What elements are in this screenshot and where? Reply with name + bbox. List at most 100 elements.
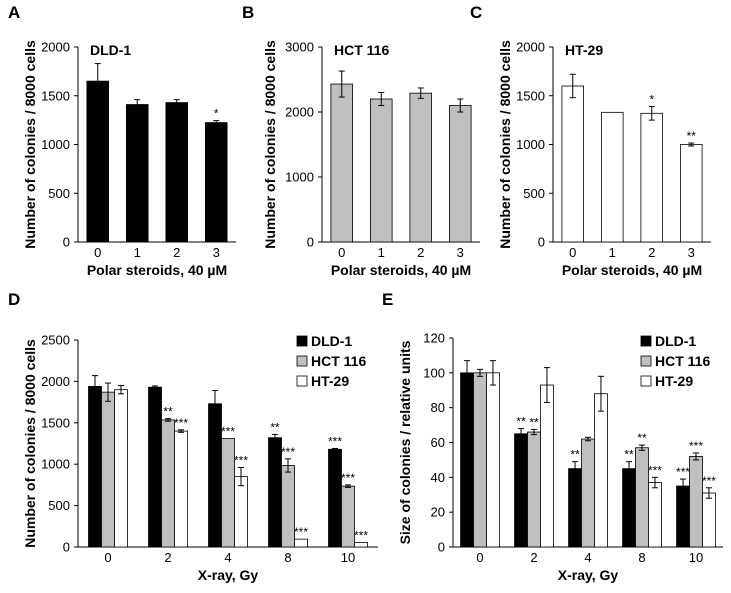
x-tick-label: 3 xyxy=(457,245,464,260)
bar xyxy=(208,403,222,548)
legend-swatch xyxy=(640,335,652,347)
legend-swatch xyxy=(296,355,308,367)
y-tick-label: 0 xyxy=(307,235,314,250)
x-tick-label: 10 xyxy=(689,550,703,565)
bar xyxy=(330,83,354,243)
panel-label: C xyxy=(470,3,482,22)
bar xyxy=(600,111,624,243)
bar xyxy=(448,105,472,243)
bar xyxy=(174,430,188,548)
y-tick-label: 60 xyxy=(431,435,445,450)
y-tick-label: 120 xyxy=(423,331,445,346)
significance-marker: *** xyxy=(676,465,690,479)
x-tick-label: 2 xyxy=(648,245,655,260)
x-tick-label: 4 xyxy=(584,550,591,565)
y-axis-title: Number of colonies / 8000 cells xyxy=(262,40,278,249)
panel-label: A xyxy=(8,3,20,22)
bar xyxy=(527,431,541,548)
y-tick-label: 0 xyxy=(538,235,545,250)
significance-marker: *** xyxy=(702,474,716,488)
significance-marker: ** xyxy=(637,431,647,445)
significance-marker: ** xyxy=(570,448,580,462)
legend-label: DLD-1 xyxy=(311,333,352,349)
significance-marker: ** xyxy=(687,129,697,143)
legend-swatch xyxy=(296,335,308,347)
bar xyxy=(294,538,308,548)
x-tick-label: 0 xyxy=(94,245,101,260)
legend-swatch xyxy=(640,355,652,367)
bar xyxy=(165,102,189,243)
significance-marker: *** xyxy=(221,425,235,439)
bar xyxy=(125,104,149,243)
bar xyxy=(268,437,282,548)
y-tick-label: 3000 xyxy=(285,40,314,55)
y-tick-label: 2000 xyxy=(41,374,70,389)
bar xyxy=(341,485,355,548)
bar xyxy=(409,92,433,243)
legend-label: HT-29 xyxy=(655,373,693,389)
cell-line-label: HT-29 xyxy=(565,42,603,58)
significance-marker: ** xyxy=(270,420,280,434)
significance-marker: ** xyxy=(163,405,173,419)
y-tick-label: 100 xyxy=(423,365,445,380)
significance-marker: ** xyxy=(529,415,539,429)
y-axis-title: Number of colonies / 8000 cells xyxy=(22,339,38,548)
y-tick-label: 1000 xyxy=(516,137,545,152)
y-tick-label: 0 xyxy=(63,540,70,555)
panel-label: B xyxy=(242,3,254,22)
bar xyxy=(369,98,393,243)
bar xyxy=(281,465,295,548)
bar xyxy=(328,448,342,548)
y-tick-label: 1000 xyxy=(41,137,70,152)
y-tick-label: 1500 xyxy=(41,88,70,103)
x-tick-label: 1 xyxy=(609,245,616,260)
significance-marker: ** xyxy=(624,448,634,462)
bar xyxy=(561,85,585,243)
bar xyxy=(648,482,662,548)
significance-marker: * xyxy=(649,92,654,106)
y-axis-title: Size of colonies / relative units xyxy=(397,340,413,544)
y-tick-label: 2500 xyxy=(41,333,70,348)
y-tick-label: 80 xyxy=(431,400,445,415)
bar xyxy=(354,542,368,548)
x-tick-label: 2 xyxy=(530,550,537,565)
x-tick-label: 8 xyxy=(284,550,291,565)
y-tick-label: 500 xyxy=(48,186,70,201)
x-tick-label: 1 xyxy=(378,245,385,260)
bar xyxy=(689,456,703,548)
bar xyxy=(86,80,110,243)
x-tick-label: 0 xyxy=(569,245,576,260)
y-tick-label: 1500 xyxy=(516,88,545,103)
x-axis-title: Polar steroids, 40 µM xyxy=(562,262,702,278)
bar xyxy=(486,372,500,548)
y-tick-label: 40 xyxy=(431,470,445,485)
bar xyxy=(101,391,115,548)
x-tick-label: 2 xyxy=(173,245,180,260)
y-tick-label: 0 xyxy=(438,540,445,555)
y-tick-label: 2000 xyxy=(285,105,314,120)
bar xyxy=(581,438,595,548)
x-tick-label: 3 xyxy=(213,245,220,260)
significance-marker: *** xyxy=(234,454,248,468)
legend-label: HCT 116 xyxy=(311,353,366,369)
y-tick-label: 1000 xyxy=(41,457,70,472)
legend-label: DLD-1 xyxy=(655,333,696,349)
x-tick-label: 0 xyxy=(476,550,483,565)
significance-marker: *** xyxy=(648,463,662,477)
y-tick-label: 2000 xyxy=(41,40,70,55)
x-tick-label: 10 xyxy=(341,550,355,565)
bar xyxy=(234,476,248,548)
bar xyxy=(676,485,690,548)
panel-label: E xyxy=(382,290,393,309)
x-tick-label: 0 xyxy=(338,245,345,260)
x-axis-title: X-ray, Gy xyxy=(558,567,619,583)
cell-line-label: HCT 116 xyxy=(334,42,389,58)
bar xyxy=(702,492,716,548)
bar xyxy=(622,468,636,548)
bar xyxy=(635,447,649,548)
bar xyxy=(514,433,528,548)
